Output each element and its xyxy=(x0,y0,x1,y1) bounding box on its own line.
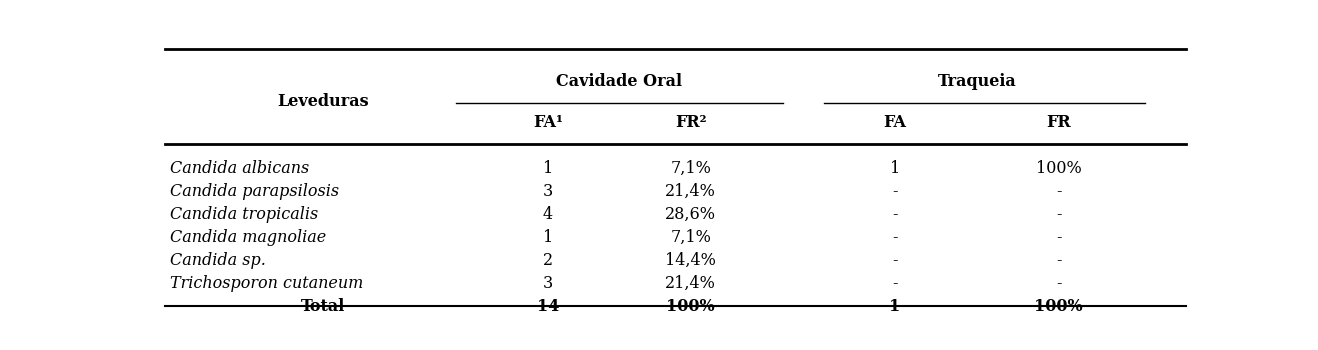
Text: FR²: FR² xyxy=(675,114,706,131)
Text: 21,4%: 21,4% xyxy=(666,183,716,200)
Text: FA: FA xyxy=(883,114,907,131)
Text: -: - xyxy=(892,275,898,292)
Text: 1: 1 xyxy=(543,160,554,177)
Text: -: - xyxy=(1056,229,1061,246)
Text: 100%: 100% xyxy=(667,298,716,315)
Text: Candida parapsilosis: Candida parapsilosis xyxy=(170,183,339,200)
Text: -: - xyxy=(892,183,898,200)
Text: 4: 4 xyxy=(543,206,552,223)
Text: 3: 3 xyxy=(543,275,554,292)
Text: 7,1%: 7,1% xyxy=(671,229,712,246)
Text: -: - xyxy=(1056,183,1061,200)
Text: Candida albicans: Candida albicans xyxy=(170,160,310,177)
Text: 7,1%: 7,1% xyxy=(671,160,712,177)
Text: 14: 14 xyxy=(536,298,559,315)
Text: 21,4%: 21,4% xyxy=(666,275,716,292)
Text: 1: 1 xyxy=(890,298,900,315)
Text: -: - xyxy=(1056,275,1061,292)
Text: Total: Total xyxy=(301,298,345,315)
Text: -: - xyxy=(1056,252,1061,269)
Text: 3: 3 xyxy=(543,183,554,200)
Text: -: - xyxy=(892,252,898,269)
Text: 100%: 100% xyxy=(1036,160,1081,177)
Text: Cavidade Oral: Cavidade Oral xyxy=(556,72,683,90)
Text: Candida sp.: Candida sp. xyxy=(170,252,266,269)
Text: Candida tropicalis: Candida tropicalis xyxy=(170,206,318,223)
Text: FR: FR xyxy=(1046,114,1070,131)
Text: -: - xyxy=(1056,206,1061,223)
Text: Leveduras: Leveduras xyxy=(277,93,369,111)
Text: 14,4%: 14,4% xyxy=(666,252,716,269)
Text: -: - xyxy=(892,229,898,246)
Text: 100%: 100% xyxy=(1035,298,1083,315)
Text: 2: 2 xyxy=(543,252,552,269)
Text: -: - xyxy=(892,206,898,223)
Text: FA¹: FA¹ xyxy=(532,114,563,131)
Text: 1: 1 xyxy=(890,160,900,177)
Text: Candida magnoliae: Candida magnoliae xyxy=(170,229,326,246)
Text: 28,6%: 28,6% xyxy=(666,206,716,223)
Text: Trichosporon cutaneum: Trichosporon cutaneum xyxy=(170,275,362,292)
Text: 1: 1 xyxy=(543,229,554,246)
Text: Traqueia: Traqueia xyxy=(937,72,1016,90)
